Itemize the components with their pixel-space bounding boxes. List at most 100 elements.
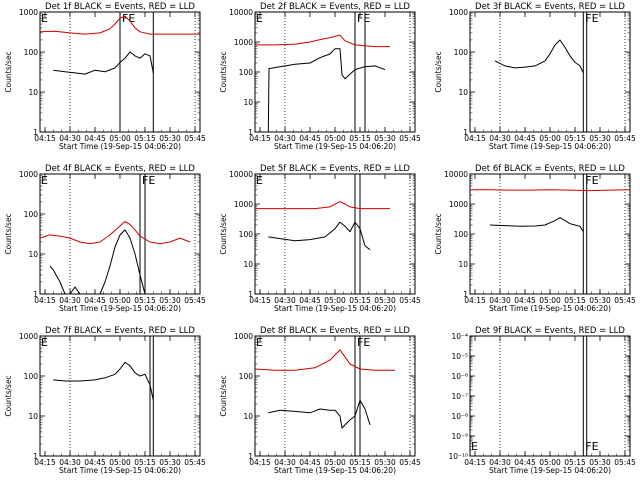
x-tick-label: 04:30 bbox=[489, 134, 511, 143]
x-tick-label: 05:45 bbox=[184, 134, 206, 143]
y-tick-label: 1000 bbox=[234, 38, 253, 47]
chart-title: Det 1f BLACK = Events, RED = LLD bbox=[45, 2, 195, 12]
x-tick-label: 05:45 bbox=[614, 134, 636, 143]
y-axis-label: Counts/sec bbox=[219, 213, 228, 254]
y-tick-label: 10000 bbox=[229, 8, 253, 17]
state-marker-fe: FE bbox=[357, 12, 370, 25]
x-tick-label: 04:30 bbox=[274, 458, 296, 467]
x-tick-label: 05:15 bbox=[134, 296, 156, 305]
state-marker-fe: FE bbox=[585, 12, 598, 25]
x-tick-label: 04:30 bbox=[59, 458, 81, 467]
series-events-line bbox=[489, 217, 584, 232]
x-tick-label: 04:45 bbox=[84, 296, 106, 305]
x-tick-label: 04:15 bbox=[34, 458, 56, 467]
x-tick-label: 05:00 bbox=[109, 458, 131, 467]
x-tick-label: 04:45 bbox=[299, 458, 321, 467]
chart-title: Det 3f BLACK = Events, RED = LLD bbox=[475, 2, 625, 12]
y-tick-label: 1000 bbox=[234, 332, 253, 341]
x-tick-label: 05:30 bbox=[374, 458, 396, 467]
x-tick-label: 05:00 bbox=[109, 296, 131, 305]
chart-panel-3: Det 3f BLACK = Events, RED = LLD Counts/s… bbox=[434, 2, 636, 151]
x-tick-label: 04:45 bbox=[514, 458, 536, 467]
x-tick-label: 05:30 bbox=[589, 458, 611, 467]
x-axis-label: Start Time (19-Sep-15 04:06:20) bbox=[59, 466, 181, 475]
chart-title: Det 6f BLACK = Events, RED = LLD bbox=[475, 164, 625, 174]
y-tick-label: 10⁻⁴ bbox=[451, 332, 468, 341]
x-tick-label: 05:45 bbox=[184, 458, 206, 467]
y-tick-label: 10 bbox=[243, 260, 253, 269]
series-events-line bbox=[267, 48, 386, 133]
y-tick-label: 1 bbox=[463, 128, 468, 137]
plot-frame bbox=[39, 173, 201, 295]
x-tick-label: 05:30 bbox=[374, 134, 396, 143]
y-tick-label: 10 bbox=[458, 260, 468, 269]
state-marker-fe: FE bbox=[122, 12, 135, 25]
series-lld-line bbox=[255, 201, 390, 210]
y-tick-label: 10⁻¹⁰ bbox=[448, 452, 468, 461]
x-tick-label: 04:45 bbox=[84, 458, 106, 467]
y-tick-label: 1000 bbox=[19, 170, 38, 179]
x-tick-label: 05:15 bbox=[564, 134, 586, 143]
y-tick-label: 1 bbox=[463, 290, 468, 299]
x-tick-label: 04:15 bbox=[34, 134, 56, 143]
x-tick-label: 04:15 bbox=[464, 134, 486, 143]
x-tick-label: 05:15 bbox=[564, 296, 586, 305]
y-tick-label: 10 bbox=[28, 88, 38, 97]
y-tick-label: 1 bbox=[33, 452, 38, 461]
chart-panel-7: Det 7f BLACK = Events, RED = LLD Counts/s… bbox=[4, 326, 206, 475]
plot-frame bbox=[469, 173, 631, 295]
x-tick-label: 04:15 bbox=[249, 134, 271, 143]
chart-panel-5: Det 5f BLACK = Events, RED = LLD Counts/s… bbox=[219, 164, 421, 313]
series-events-line bbox=[268, 399, 371, 429]
x-tick-label: 04:45 bbox=[299, 296, 321, 305]
y-tick-label: 10 bbox=[243, 98, 253, 107]
x-tick-label: 04:30 bbox=[59, 134, 81, 143]
x-axis-label: Start Time (19-Sep-15 04:06:20) bbox=[59, 304, 181, 313]
state-marker-fe: FE bbox=[585, 440, 598, 453]
x-tick-label: 04:15 bbox=[34, 296, 56, 305]
y-tick-label: 10 bbox=[458, 88, 468, 97]
y-tick-label: 1000 bbox=[449, 8, 468, 17]
chart-title: Det 5f BLACK = Events, RED = LLD bbox=[260, 164, 410, 174]
plot-frame bbox=[254, 11, 416, 133]
y-tick-label: 10 bbox=[28, 250, 38, 259]
x-tick-label: 05:30 bbox=[159, 296, 181, 305]
state-marker-e: E bbox=[256, 336, 263, 349]
x-tick-label: 04:30 bbox=[489, 296, 511, 305]
chart-title: Det 4f BLACK = Events, RED = LLD bbox=[45, 164, 195, 174]
chart-title: Det 8f BLACK = Events, RED = LLD bbox=[260, 326, 410, 336]
y-tick-label: 1 bbox=[248, 128, 253, 137]
y-tick-label: 1000 bbox=[19, 332, 38, 341]
x-tick-label: 05:30 bbox=[589, 134, 611, 143]
x-tick-label: 05:15 bbox=[564, 458, 586, 467]
x-tick-label: 05:00 bbox=[539, 134, 561, 143]
series-events-line bbox=[268, 221, 371, 251]
x-tick-label: 04:30 bbox=[274, 134, 296, 143]
y-tick-label: 1 bbox=[248, 290, 253, 299]
y-tick-label: 100 bbox=[454, 230, 469, 239]
x-tick-label: 04:15 bbox=[249, 458, 271, 467]
x-tick-label: 04:15 bbox=[464, 458, 486, 467]
chart-title: Det 9f BLACK = Events, RED = LLD bbox=[475, 326, 625, 336]
x-tick-label: 05:30 bbox=[159, 458, 181, 467]
chart-panel-6: Det 6f BLACK = Events, RED = LLD Counts/s… bbox=[434, 164, 636, 313]
plot-frame bbox=[254, 173, 416, 295]
chart-panel-9: Det 9f BLACK = Events, RED = LLD 10⁻¹⁰ 10⁻… bbox=[448, 326, 636, 475]
y-axis-label: Counts/sec bbox=[219, 375, 228, 416]
chart-panel-1: Det 1f BLACK = Events, RED = LLD Counts/s… bbox=[4, 2, 206, 151]
x-axis-label: Start Time (19-Sep-15 04:06:20) bbox=[274, 142, 396, 151]
y-tick-label: 1 bbox=[248, 452, 253, 461]
series-lld-line bbox=[470, 189, 631, 192]
series-events-line bbox=[49, 229, 150, 295]
x-tick-label: 05:30 bbox=[374, 296, 396, 305]
x-tick-label: 05:45 bbox=[399, 134, 421, 143]
y-tick-label: 10000 bbox=[229, 170, 253, 179]
series-lld-line bbox=[39, 15, 200, 35]
y-axis-label: Counts/sec bbox=[219, 51, 228, 92]
x-tick-label: 05:30 bbox=[589, 296, 611, 305]
x-tick-label: 05:00 bbox=[324, 296, 346, 305]
y-axis-label: Counts/sec bbox=[434, 51, 443, 92]
x-tick-label: 04:30 bbox=[489, 458, 511, 467]
